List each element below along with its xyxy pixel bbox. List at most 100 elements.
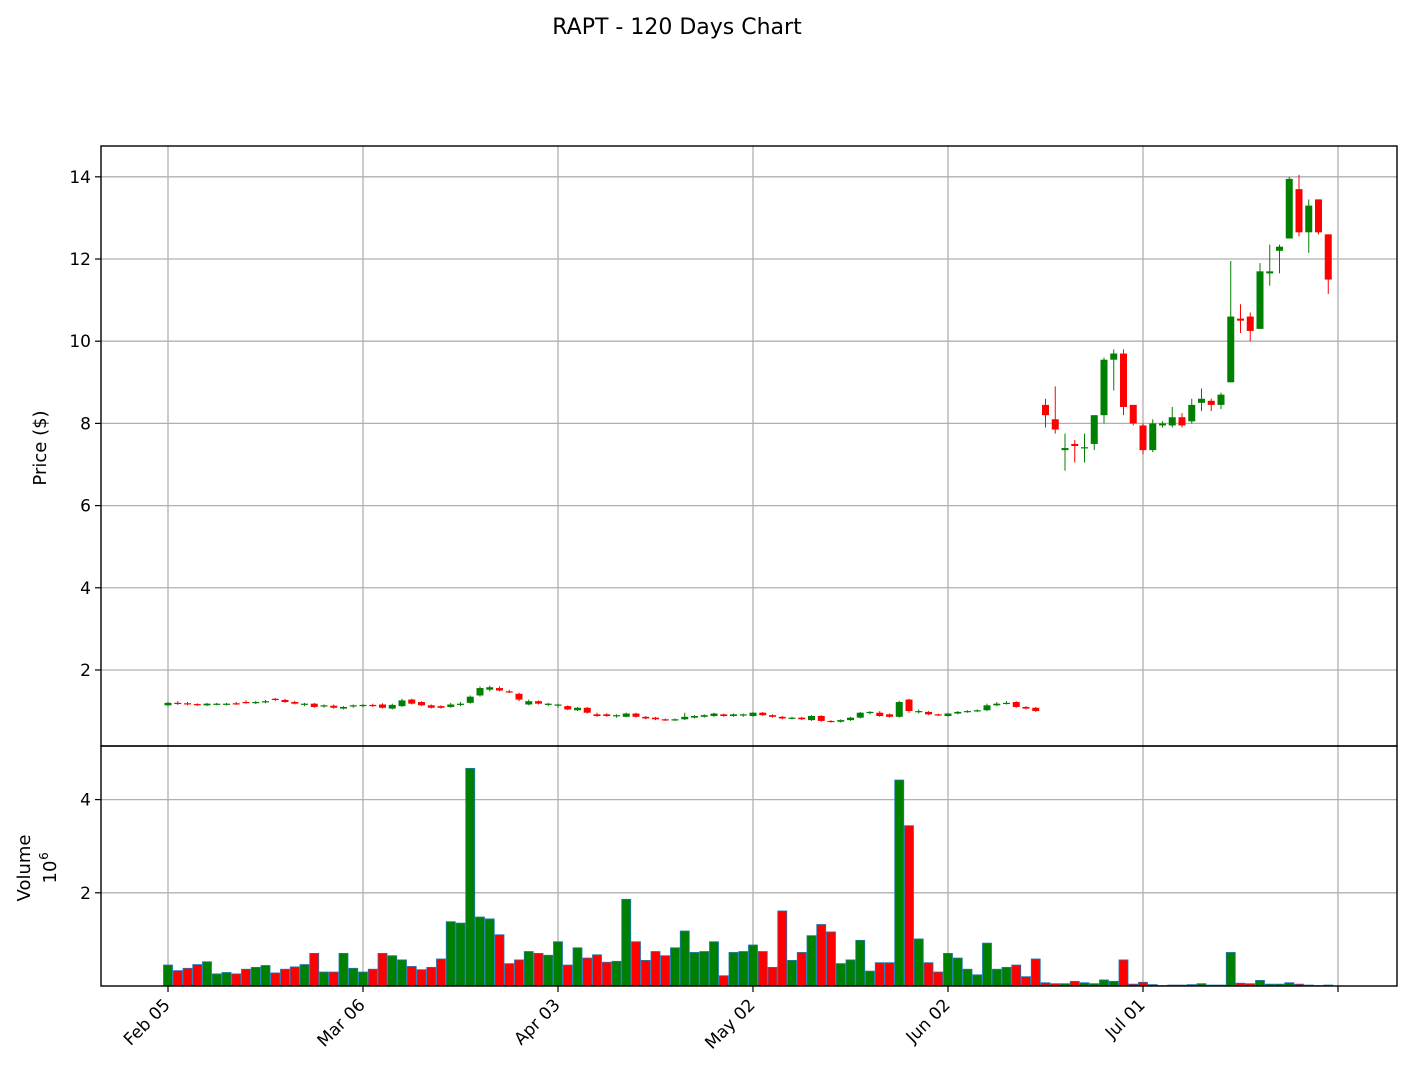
candle-body	[271, 698, 279, 700]
volume-panel-frame	[100, 745, 1398, 987]
volume-bar	[972, 974, 983, 987]
candle-body	[759, 712, 767, 716]
candle-body	[1207, 400, 1215, 405]
volume-bar	[328, 971, 339, 987]
candle-body	[1227, 316, 1235, 383]
candle-body	[505, 691, 513, 693]
candle-body	[934, 714, 942, 716]
volume-bar	[1255, 980, 1265, 987]
volume-bar	[777, 910, 788, 987]
volume-bar	[699, 951, 710, 987]
candle-body	[993, 703, 1001, 706]
candle-body	[700, 715, 708, 717]
candle-body	[1149, 423, 1157, 451]
candle-body	[330, 705, 338, 708]
volume-bar	[163, 964, 173, 987]
candle-body	[1090, 415, 1098, 444]
candle-body	[710, 713, 718, 716]
volume-bar	[299, 964, 310, 987]
candle-body	[164, 702, 172, 706]
candle-body	[184, 703, 191, 705]
volume-bar	[202, 961, 212, 987]
volume-bar	[748, 944, 758, 987]
candle-body	[593, 714, 601, 716]
candle-body	[886, 714, 893, 717]
volume-bar	[884, 962, 895, 987]
candle-body	[1237, 318, 1244, 321]
volume-bar	[426, 966, 437, 987]
candle-body	[749, 712, 757, 716]
candle-body	[1168, 417, 1176, 426]
volume-bar	[679, 930, 690, 987]
candle-body	[301, 703, 308, 705]
candle-body	[964, 711, 971, 713]
volume-bar	[221, 972, 232, 987]
volume-bar	[592, 954, 602, 987]
candle-body	[369, 704, 377, 707]
candle-body	[1042, 404, 1049, 416]
volume-tick-label: 2	[80, 884, 91, 904]
candle-body	[798, 717, 806, 720]
volume-bar	[211, 973, 222, 987]
candle-body	[359, 704, 367, 707]
volume-bar	[260, 965, 271, 987]
candle-body	[1100, 359, 1108, 416]
candle-body	[262, 701, 269, 703]
candle-body	[310, 703, 318, 707]
candle-body	[203, 703, 211, 706]
volume-bars	[163, 767, 1334, 987]
volume-bar	[582, 957, 593, 987]
volume-bar	[514, 959, 524, 987]
candle-body	[1256, 271, 1264, 329]
candle-body	[427, 705, 435, 708]
volume-bar	[991, 968, 1002, 987]
candle-body	[281, 699, 289, 703]
candle-body	[808, 716, 815, 721]
candle-body	[574, 707, 581, 711]
volume-bar	[377, 952, 388, 987]
volume-gridlines	[101, 746, 1397, 986]
candle-body	[1315, 199, 1322, 233]
volume-bar	[865, 970, 875, 987]
volume-bar	[670, 947, 680, 987]
volume-bar	[280, 968, 290, 987]
candle-body	[691, 716, 698, 718]
candle-body	[1276, 246, 1283, 251]
volume-bar	[172, 970, 183, 987]
candle-body	[1159, 423, 1166, 426]
candle-body	[730, 714, 737, 716]
candle-body	[408, 699, 416, 704]
x-tick-label: Jul 01	[1101, 995, 1149, 1043]
volume-bar	[338, 952, 349, 987]
volume-bar	[631, 941, 641, 987]
x-tick-label: Mar 06	[314, 995, 370, 1051]
volume-bar	[1001, 966, 1012, 987]
candle-body	[379, 704, 386, 708]
price-panel-frame	[100, 145, 1398, 747]
candle-body	[213, 703, 221, 705]
candle-body	[349, 705, 357, 707]
volume-bar	[319, 971, 329, 987]
candle-body	[1324, 234, 1332, 280]
volume-bar	[894, 779, 905, 987]
candle-body	[642, 716, 650, 719]
candle-body	[739, 714, 747, 716]
candle-body	[847, 717, 854, 721]
volume-bar	[1118, 959, 1129, 987]
volume-bar	[982, 942, 992, 987]
candle-body	[1246, 316, 1254, 331]
volume-bar	[728, 952, 739, 987]
candle-body	[1188, 404, 1196, 422]
volume-bar	[270, 972, 281, 987]
volume-bar	[1099, 979, 1109, 987]
candle-body	[632, 713, 640, 717]
candle-body	[320, 705, 328, 707]
volume-bar	[904, 825, 914, 987]
candle-body	[496, 688, 503, 691]
candle-body	[476, 688, 484, 696]
candle-body	[515, 693, 523, 700]
volume-bar	[1030, 958, 1041, 987]
volume-bar	[455, 922, 466, 987]
volume-bar	[835, 963, 846, 987]
price-axis-label: Price ($)	[30, 410, 51, 485]
